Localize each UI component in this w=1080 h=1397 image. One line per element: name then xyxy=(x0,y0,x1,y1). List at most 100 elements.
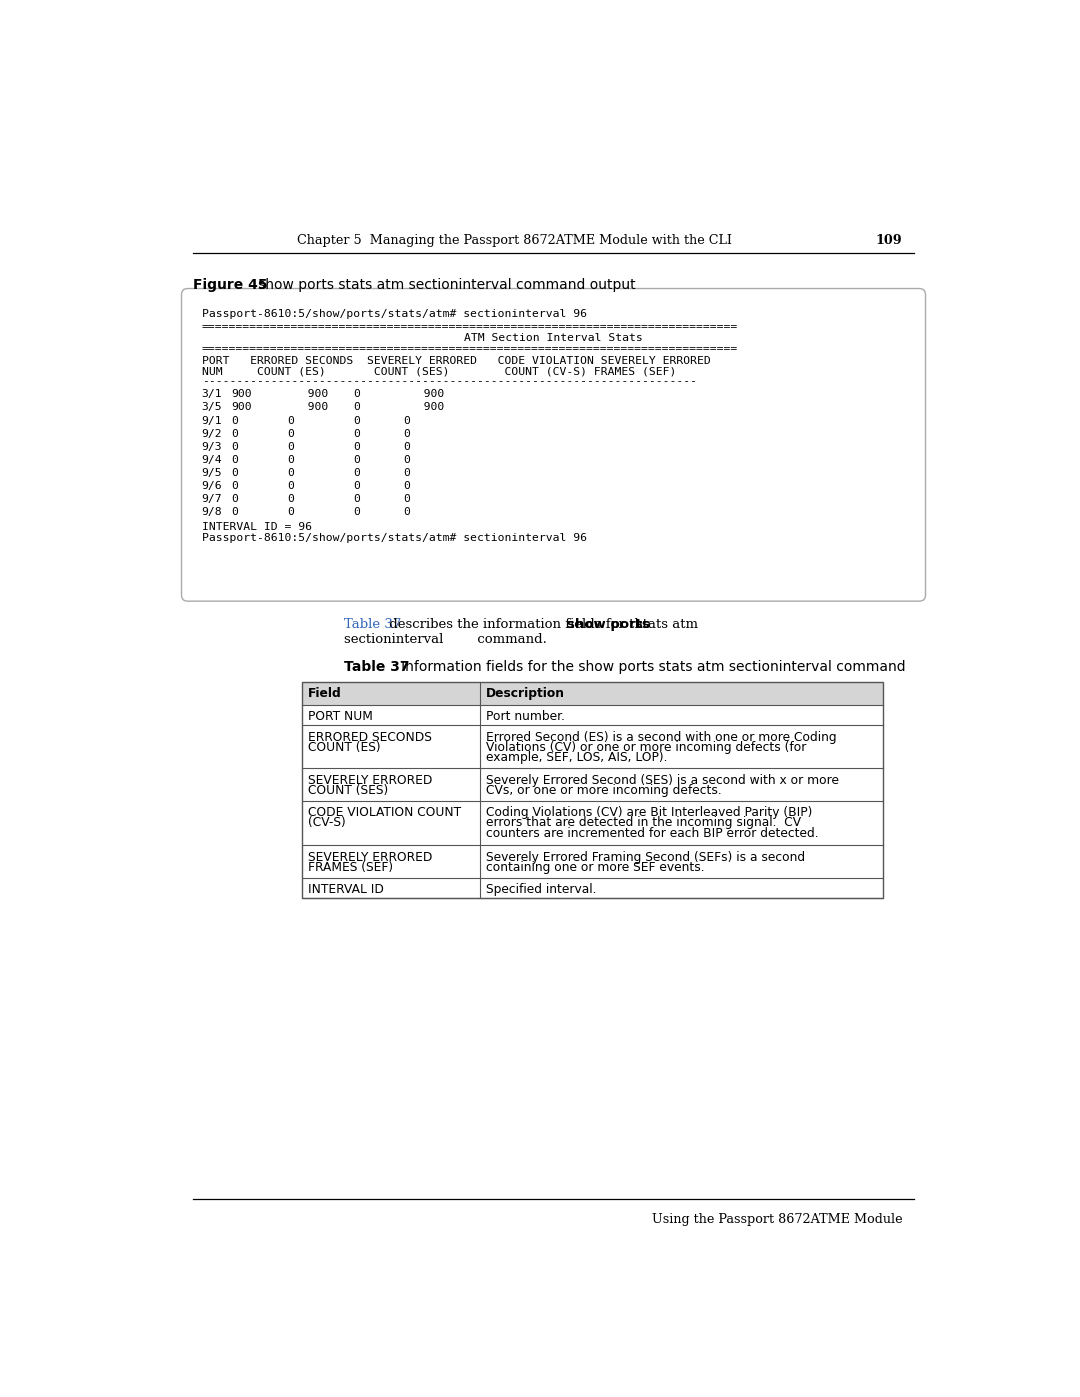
Text: 900: 900 xyxy=(287,390,328,400)
Text: 9/6: 9/6 xyxy=(202,481,222,490)
Text: INTERVAL ID: INTERVAL ID xyxy=(308,883,383,895)
Text: 0: 0 xyxy=(231,468,238,478)
Text: Figure 45: Figure 45 xyxy=(193,278,268,292)
Text: 900: 900 xyxy=(403,402,444,412)
Text: show ports: show ports xyxy=(567,617,649,631)
Text: 3/1: 3/1 xyxy=(202,390,222,400)
Text: ERRORED SECONDS: ERRORED SECONDS xyxy=(308,731,432,743)
Text: Passport-8610:5/show/ports/stats/atm# sectioninterval 96: Passport-8610:5/show/ports/stats/atm# se… xyxy=(202,309,586,320)
Text: 0: 0 xyxy=(353,441,360,451)
Text: 9/8: 9/8 xyxy=(202,507,222,517)
Bar xyxy=(301,682,882,705)
Text: 0: 0 xyxy=(231,455,238,465)
Text: SEVERELY ERRORED: SEVERELY ERRORED xyxy=(308,774,432,787)
Text: 900: 900 xyxy=(231,390,252,400)
Text: 0: 0 xyxy=(353,390,360,400)
Text: NUM     COUNT (ES)       COUNT (SES)        COUNT (CV-S) FRAMES (SEF): NUM COUNT (ES) COUNT (SES) COUNT (CV-S) … xyxy=(202,366,676,376)
Bar xyxy=(301,682,882,898)
Text: 0: 0 xyxy=(287,441,294,451)
Text: CVs, or one or more incoming defects.: CVs, or one or more incoming defects. xyxy=(486,784,721,798)
Text: 0: 0 xyxy=(403,481,410,490)
Text: Errored Second (ES) is a second with one or more Coding: Errored Second (ES) is a second with one… xyxy=(486,731,837,743)
Text: INTERVAL ID = 96: INTERVAL ID = 96 xyxy=(202,522,312,532)
Text: Specified interval.: Specified interval. xyxy=(486,883,596,895)
Text: (CV-S): (CV-S) xyxy=(308,816,346,830)
Text: 0: 0 xyxy=(353,468,360,478)
Text: 0: 0 xyxy=(403,455,410,465)
Text: 0: 0 xyxy=(353,402,360,412)
Text: show ports stats atm sectioninterval command output: show ports stats atm sectioninterval com… xyxy=(245,278,636,292)
Text: ------------------------------------------------------------------------: ----------------------------------------… xyxy=(202,376,697,387)
Text: containing one or more SEF events.: containing one or more SEF events. xyxy=(486,861,705,875)
Text: 0: 0 xyxy=(231,415,238,426)
Text: Table 37: Table 37 xyxy=(345,617,402,631)
Text: 0: 0 xyxy=(231,495,238,504)
Text: 0: 0 xyxy=(287,455,294,465)
Text: PORT   ERRORED SECONDS  SEVERELY ERRORED   CODE VIOLATION SEVERELY ERRORED: PORT ERRORED SECONDS SEVERELY ERRORED CO… xyxy=(202,355,711,366)
Text: 9/1: 9/1 xyxy=(202,415,222,426)
Text: 900: 900 xyxy=(403,390,444,400)
Text: 900: 900 xyxy=(287,402,328,412)
Bar xyxy=(301,705,882,725)
Text: SEVERELY ERRORED: SEVERELY ERRORED xyxy=(308,851,432,863)
Text: 0: 0 xyxy=(353,429,360,439)
Text: 0: 0 xyxy=(403,429,410,439)
Bar xyxy=(301,877,882,898)
Text: 0: 0 xyxy=(403,507,410,517)
Text: 109: 109 xyxy=(876,233,902,247)
Text: Severely Errored Framing Second (SEFs) is a second: Severely Errored Framing Second (SEFs) i… xyxy=(486,851,806,863)
Text: 9/4: 9/4 xyxy=(202,455,222,465)
Text: Passport-8610:5/show/ports/stats/atm# sectioninterval 96: Passport-8610:5/show/ports/stats/atm# se… xyxy=(202,534,586,543)
Text: 0: 0 xyxy=(287,468,294,478)
Text: 0: 0 xyxy=(353,455,360,465)
Text: FRAMES (SEF): FRAMES (SEF) xyxy=(308,861,393,875)
Text: 0: 0 xyxy=(231,481,238,490)
Text: 0: 0 xyxy=(287,507,294,517)
Text: Coding Violations (CV) are Bit Interleaved Parity (BIP): Coding Violations (CV) are Bit Interleav… xyxy=(486,806,812,819)
Text: 0: 0 xyxy=(403,415,410,426)
Text: 0: 0 xyxy=(403,441,410,451)
Bar xyxy=(301,800,882,845)
Text: Information fields for the show ports stats atm sectioninterval command: Information fields for the show ports st… xyxy=(389,661,906,675)
Text: PORT NUM: PORT NUM xyxy=(308,711,373,724)
Text: errors that are detected in the incoming signal.  CV: errors that are detected in the incoming… xyxy=(486,816,801,830)
Text: 0: 0 xyxy=(353,495,360,504)
Text: 0: 0 xyxy=(287,481,294,490)
Text: COUNT (SES): COUNT (SES) xyxy=(308,784,388,798)
Text: 0: 0 xyxy=(403,495,410,504)
Text: 9/2: 9/2 xyxy=(202,429,222,439)
Text: example, SEF, LOS, AIS, LOP).: example, SEF, LOS, AIS, LOP). xyxy=(486,752,667,764)
Text: counters are incremented for each BIP error detected.: counters are incremented for each BIP er… xyxy=(486,827,819,840)
Text: describes the information fields for the: describes the information fields for the xyxy=(384,617,654,631)
Text: ==============================================================================: ========================================… xyxy=(202,323,738,332)
Text: 0: 0 xyxy=(353,481,360,490)
Text: 0: 0 xyxy=(353,415,360,426)
Text: sectioninterval        command.: sectioninterval command. xyxy=(345,633,548,647)
Text: COUNT (ES): COUNT (ES) xyxy=(308,740,380,754)
FancyBboxPatch shape xyxy=(181,289,926,601)
Text: Description: Description xyxy=(486,687,565,700)
Text: 0: 0 xyxy=(353,507,360,517)
Text: 3/5: 3/5 xyxy=(202,402,222,412)
Text: Field: Field xyxy=(308,687,341,700)
Text: Port number.: Port number. xyxy=(486,711,565,724)
Text: ==============================================================================: ========================================… xyxy=(202,344,738,353)
Text: Violations (CV) or one or more incoming defects (for: Violations (CV) or one or more incoming … xyxy=(486,740,807,754)
Text: 0: 0 xyxy=(287,495,294,504)
Text: 0: 0 xyxy=(231,429,238,439)
Text: 9/5: 9/5 xyxy=(202,468,222,478)
Text: Table 37: Table 37 xyxy=(345,661,409,675)
Text: stats atm: stats atm xyxy=(619,617,698,631)
Text: 9/7: 9/7 xyxy=(202,495,222,504)
Text: 900: 900 xyxy=(231,402,252,412)
Text: 0: 0 xyxy=(287,415,294,426)
Bar xyxy=(301,725,882,768)
Text: 0: 0 xyxy=(231,441,238,451)
Text: CODE VIOLATION COUNT: CODE VIOLATION COUNT xyxy=(308,806,461,819)
Text: 9/3: 9/3 xyxy=(202,441,222,451)
Text: ATM Section Interval Stats: ATM Section Interval Stats xyxy=(464,334,643,344)
Bar xyxy=(301,845,882,877)
Bar xyxy=(301,768,882,800)
Text: 0: 0 xyxy=(287,429,294,439)
Text: 0: 0 xyxy=(403,468,410,478)
